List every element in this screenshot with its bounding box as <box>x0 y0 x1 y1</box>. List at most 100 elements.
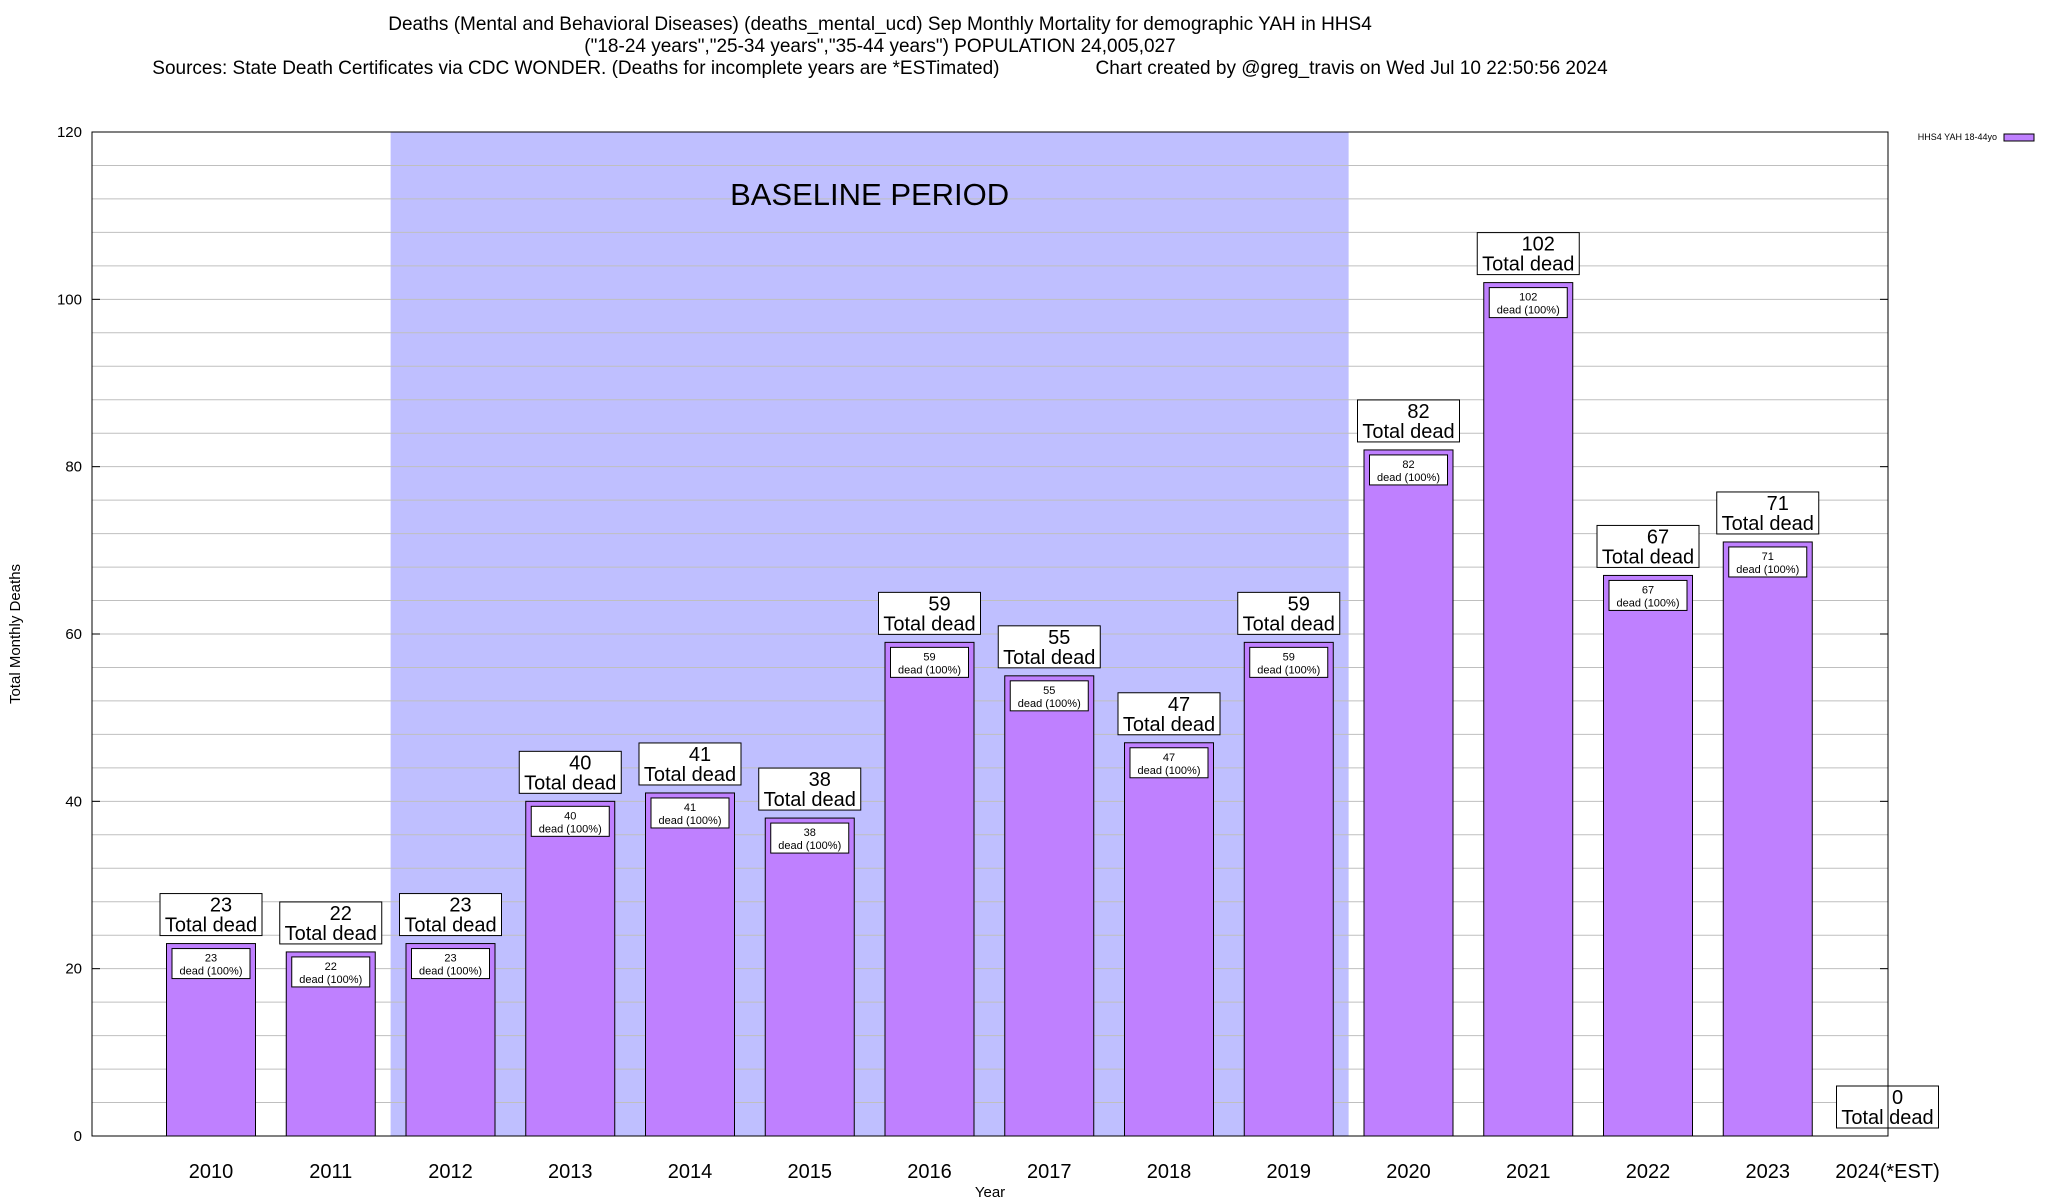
chart-title: Deaths (Mental and Behavioral Diseases) … <box>388 14 1372 35</box>
bar-top-label: Total dead <box>1003 647 1095 669</box>
bar-top-label: Total dead <box>1243 613 1335 635</box>
legend-label: HHS4 YAH 18-44yo <box>1918 132 1997 142</box>
bar-top-label: Total dead <box>1123 714 1215 736</box>
bar-inner-label-box <box>1009 680 1089 712</box>
bar-inner-value: 40 <box>564 810 576 822</box>
bar-inner-value: 102 <box>1519 292 1537 304</box>
bar-inner-value: 38 <box>804 827 816 839</box>
bar-inner-label: dead (100%) <box>778 840 841 852</box>
bar-top-value: 47 <box>1168 694 1190 716</box>
bar-inner-value: 55 <box>1043 685 1055 697</box>
bar-top-value: 102 <box>1522 234 1555 256</box>
bar-top-value: 71 <box>1767 493 1789 515</box>
bar-top-value: 23 <box>210 895 232 917</box>
bar-top-value: 59 <box>928 593 950 615</box>
bar <box>764 817 855 1137</box>
bar-inner-label: dead (100%) <box>539 823 602 835</box>
bar-inner-label-box <box>1249 646 1329 678</box>
bar-inner-value: 82 <box>1402 459 1414 471</box>
bar-top-label-box <box>997 625 1101 669</box>
y-tick-label: 120 <box>57 124 82 141</box>
bar-inner-label: dead (100%) <box>1617 597 1680 609</box>
x-tick-label: 2010 <box>189 1161 234 1183</box>
bar-inner-value: 47 <box>1163 752 1175 764</box>
bar-inner-label: dead (100%) <box>180 966 243 978</box>
bar <box>525 800 616 1137</box>
bar-inner-label: dead (100%) <box>1138 765 1201 777</box>
x-tick-label: 2023 <box>1746 1161 1791 1183</box>
x-tick-label: 2012 <box>428 1161 473 1183</box>
bar-top-label: Total dead <box>285 923 377 945</box>
bar-top-value: 59 <box>1288 593 1310 615</box>
bar-inner-value: 67 <box>1642 584 1654 596</box>
x-tick-label: 2021 <box>1506 1161 1551 1183</box>
bar-top-value: 38 <box>809 769 831 791</box>
x-tick-label: 2013 <box>548 1161 593 1183</box>
y-tick-label: 100 <box>57 291 82 308</box>
bar-inner-value: 23 <box>444 953 456 965</box>
bar-inner-label-box <box>770 822 850 854</box>
bar-top-label: Total dead <box>165 915 257 937</box>
bar <box>1483 282 1574 1137</box>
y-tick-label: 0 <box>74 1128 82 1145</box>
bar-inner-label-box <box>1728 546 1808 578</box>
y-tick-label: 80 <box>65 459 82 476</box>
bar-top-label-box <box>1596 524 1700 568</box>
bar-top-value: 82 <box>1407 401 1429 423</box>
x-tick-label: 2018 <box>1147 1161 1192 1183</box>
bar-top-label-box <box>1716 491 1820 535</box>
bar <box>1603 574 1693 1137</box>
bar-top-value: 0 <box>1892 1087 1903 1109</box>
bar-inner-value: 59 <box>923 651 935 663</box>
bar-top-label-box <box>878 591 981 635</box>
bar-inner-label-box <box>650 797 730 829</box>
bar-top-label: Total dead <box>524 772 616 794</box>
chart-title-block: Deaths (Mental and Behavioral Diseases) … <box>0 14 1760 80</box>
x-tick-label: 2016 <box>907 1161 952 1183</box>
x-tick-label: 2014 <box>668 1161 713 1183</box>
bar-top-label: Total dead <box>883 613 975 635</box>
bar-top-label-box <box>1117 692 1221 736</box>
y-tick-label: 60 <box>65 626 82 643</box>
bar-top-label: Total dead <box>644 764 736 786</box>
bar-top-label: Total dead <box>1722 513 1814 535</box>
x-tick-label: 2024(*EST) <box>1835 1161 1940 1183</box>
chart-subtitle: ("18-24 years","25-34 years","35-44 year… <box>584 36 1176 57</box>
bar-inner-label: dead (100%) <box>419 966 482 978</box>
bar-inner-label: dead (100%) <box>1497 305 1560 317</box>
bar-top-value: 40 <box>569 752 591 774</box>
bar <box>1243 641 1334 1137</box>
bar-inner-value: 71 <box>1762 551 1774 563</box>
y-tick-label: 40 <box>65 793 82 810</box>
y-tick-label: 20 <box>65 961 82 978</box>
bar <box>1124 742 1214 1137</box>
bar-inner-label-box <box>411 948 490 980</box>
baseline-label: BASELINE PERIOD <box>730 177 1009 212</box>
bar-top-value: 67 <box>1647 526 1669 548</box>
x-tick-label: 2019 <box>1267 1161 1312 1183</box>
y-axis-title: Total Monthly Deaths <box>7 564 24 704</box>
x-tick-label: 2020 <box>1386 1161 1431 1183</box>
bar-inner-label: dead (100%) <box>659 815 722 827</box>
bar <box>884 641 975 1137</box>
bar-top-label-box <box>638 742 742 786</box>
bar-inner-label-box <box>1369 454 1448 486</box>
bar-top-label-box <box>758 767 862 811</box>
bar-inner-label: dead (100%) <box>898 664 961 676</box>
credit-text: Chart created by @greg_travis on Wed Jul… <box>1095 58 1608 79</box>
x-tick-label: 2017 <box>1027 1161 1072 1183</box>
bar-inner-label-box <box>1608 579 1688 611</box>
bar-top-label: Total dead <box>764 789 856 811</box>
bar-top-label: Total dead <box>404 915 496 937</box>
bar-inner-value: 22 <box>325 961 337 973</box>
bar-top-label-box <box>1476 232 1580 276</box>
bar <box>1363 449 1454 1137</box>
bar-top-label-box <box>279 901 383 945</box>
bar-inner-label-box <box>530 805 610 837</box>
bar-inner-label-box <box>171 948 251 980</box>
bar-top-label-box <box>1237 591 1341 635</box>
bar-top-value: 41 <box>689 744 711 766</box>
x-tick-label: 2015 <box>788 1161 833 1183</box>
source-text: Sources: State Death Certificates via CD… <box>152 58 1000 79</box>
